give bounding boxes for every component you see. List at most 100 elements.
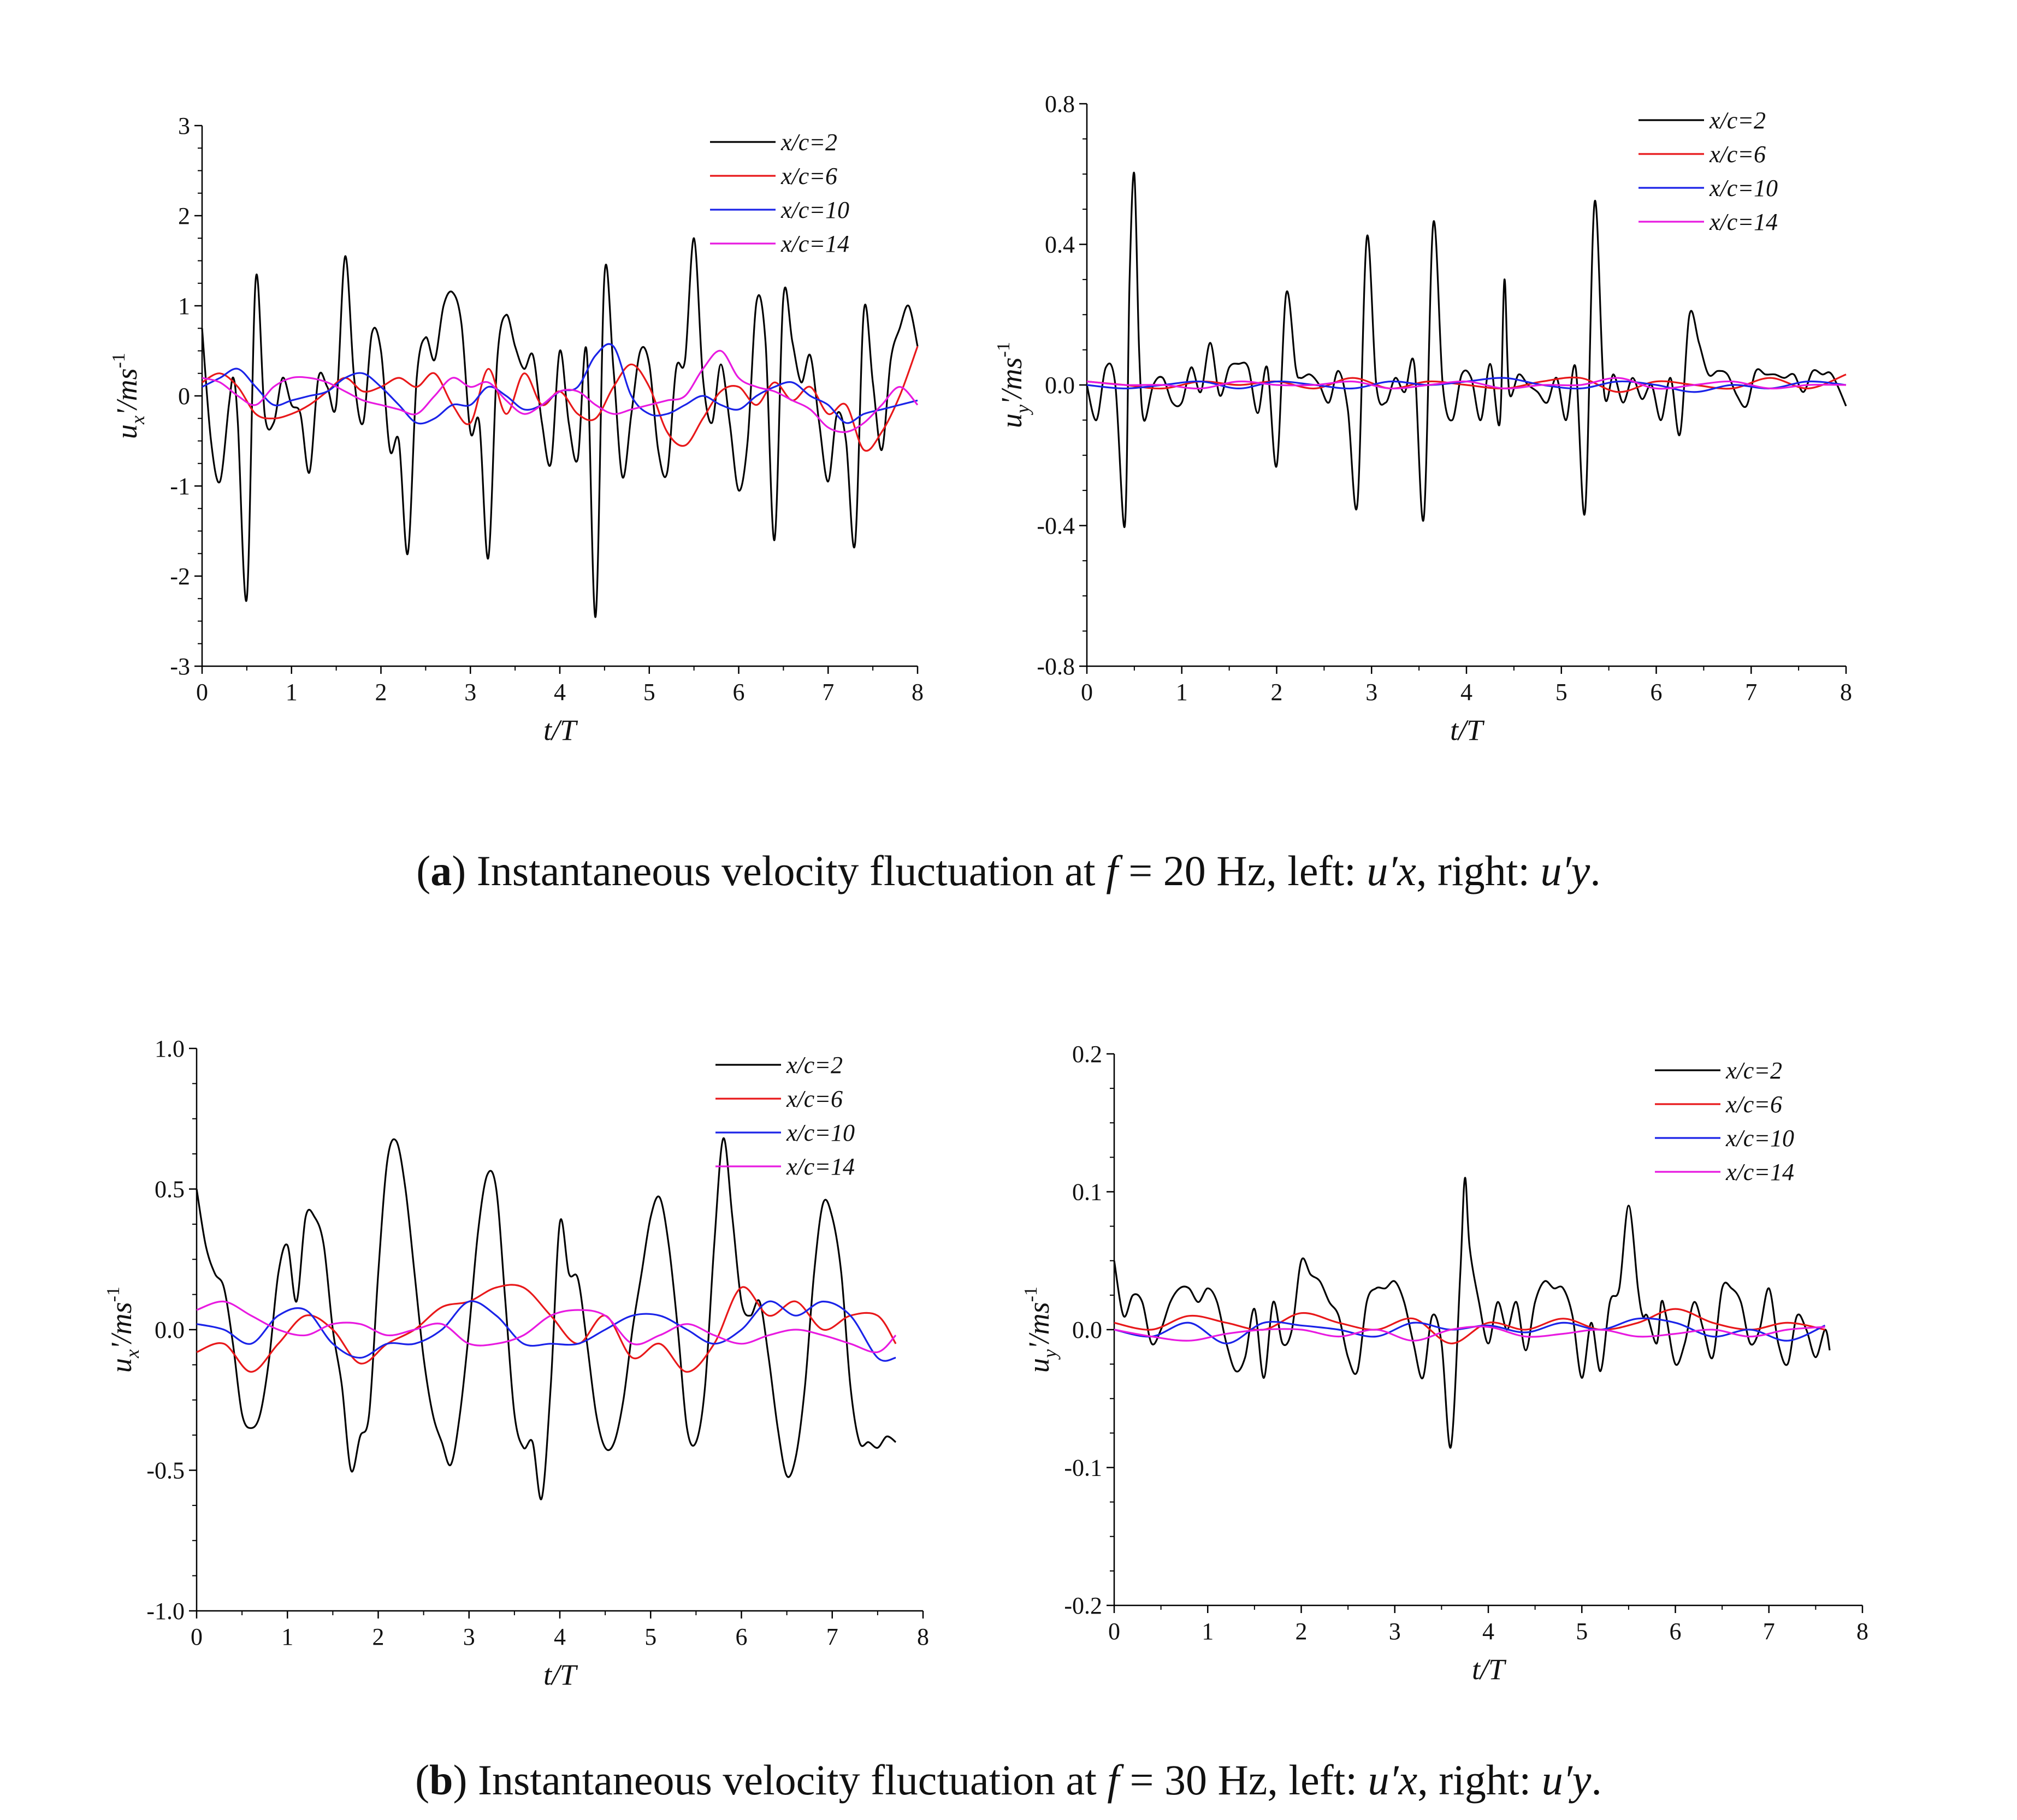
- x-tick-label: 4: [1460, 679, 1472, 706]
- y-tick-label: -1.0: [146, 1598, 185, 1625]
- x-axis-title: t/T: [543, 1658, 578, 1691]
- x-tick-label: 2: [1296, 1618, 1308, 1645]
- caption-b-between: , right:: [1417, 1756, 1542, 1804]
- legend-label: x/c=6: [786, 1086, 843, 1112]
- chart-a-right: -0.8 -0.4 0.0 0.4 0.8 0 1 2 3 4 5 6 7 8 t/T uy'/ms-1 x/c…: [993, 91, 1852, 746]
- legend-label: x/c=10: [1709, 175, 1778, 201]
- caption-b-text-2: = 30 Hz, left:: [1119, 1756, 1368, 1804]
- x-tick-label: 8: [1856, 1618, 1868, 1645]
- y-tick-label: -0.5: [146, 1457, 185, 1484]
- x-tick-label: 0: [1081, 679, 1093, 706]
- y-tick-label: -0.8: [1037, 653, 1075, 680]
- chart-a-left: -3 -2 -1 0 1 2 3 0 1 2 3 4 5 6 7 8 t/T ux'/ms-1 x/c=2 x/c=6…: [109, 112, 924, 746]
- caption-a-text-2: = 20 Hz, left:: [1117, 847, 1367, 894]
- y-tick-label: 0.0: [1045, 372, 1075, 399]
- legend-label: x/c=6: [1709, 141, 1766, 168]
- y-tick-label: 0.2: [1072, 1041, 1102, 1068]
- y-tick-label: 0.5: [155, 1176, 185, 1203]
- x-tick-label: 7: [826, 1623, 838, 1650]
- caption-a-text-1: Instantaneous velocity fluctuation at: [476, 847, 1107, 894]
- y-tick-label: 0.8: [1045, 91, 1075, 117]
- x-tick-label: 3: [1389, 1618, 1401, 1645]
- y-tick-label: -3: [170, 653, 190, 680]
- x-tick-label: 2: [375, 679, 387, 706]
- x-tick-label: 4: [554, 1623, 566, 1650]
- x-tick-label: 0: [1108, 1618, 1120, 1645]
- x-axis-title: t/T: [1450, 714, 1485, 746]
- caption-a-label: a: [430, 847, 452, 894]
- x-tick-label: 6: [1651, 679, 1663, 706]
- x-tick-label: 1: [281, 1623, 293, 1650]
- caption-b-ux: u′x: [1368, 1756, 1418, 1804]
- legend-label: x/c=2: [1709, 107, 1766, 134]
- caption-a-ux: u′x: [1367, 847, 1416, 894]
- x-tick-label: 7: [1763, 1618, 1775, 1645]
- y-tick-label: 2: [178, 203, 190, 229]
- y-tick-label: 0.0: [155, 1317, 185, 1343]
- x-tick-label: 7: [1745, 679, 1757, 706]
- x-tick-label: 4: [554, 679, 566, 706]
- x-tick-label: 5: [1576, 1618, 1588, 1645]
- y-tick-label: 0: [178, 383, 190, 410]
- x-tick-label: 3: [464, 679, 476, 706]
- y-axis-title: uy'/ms-1: [993, 342, 1033, 428]
- caption-a-end: .: [1590, 847, 1601, 894]
- series-line-x-c-6: [1114, 1308, 1825, 1344]
- y-tick-label: -1: [170, 473, 190, 500]
- x-tick-label: 5: [643, 679, 655, 706]
- series-line-x-c-2: [201, 237, 919, 618]
- caption-a: (a) Instantaneous velocity fluctuation a…: [416, 847, 1601, 894]
- x-axis-title: t/T: [1472, 1653, 1507, 1686]
- series-line-x-c-10: [196, 1300, 896, 1362]
- legend-label: x/c=10: [1725, 1125, 1794, 1152]
- x-tick-label: 8: [912, 679, 924, 706]
- series-line-x-c-14: [196, 1300, 897, 1354]
- legend-label: x/c=14: [1709, 209, 1778, 235]
- x-tick-label: 3: [1365, 679, 1377, 706]
- legend-label: x/c=14: [780, 230, 849, 257]
- y-tick-label: 3: [178, 112, 190, 139]
- legend-label: x/c=6: [780, 163, 837, 189]
- y-axis-title: ux'/ms-1: [103, 1287, 143, 1373]
- y-tick-label: -0.2: [1064, 1592, 1102, 1619]
- y-tick-label: 1: [178, 293, 190, 319]
- y-tick-label: 1.0: [155, 1035, 185, 1062]
- series-line-x-c-6: [196, 1284, 897, 1373]
- x-tick-label: 5: [644, 1623, 656, 1650]
- x-axis-title: t/T: [543, 714, 578, 746]
- y-tick-label: 0.0: [1072, 1317, 1102, 1343]
- x-tick-label: 4: [1482, 1618, 1494, 1645]
- caption-b-label: b: [429, 1756, 453, 1804]
- legend-label: x/c=2: [780, 129, 837, 156]
- y-axis-title: ux'/ms-1: [109, 353, 149, 439]
- x-tick-label: 0: [191, 1623, 203, 1650]
- x-tick-label: 1: [1202, 1618, 1214, 1645]
- x-tick-label: 5: [1555, 679, 1568, 706]
- y-tick-label: 0.1: [1072, 1179, 1102, 1206]
- chart-b-right: -0.2 -0.1 0.0 0.1 0.2 0 1 2 3 4 5 6 7 8 t/T uy'/ms-1 x/c…: [1021, 1041, 1868, 1686]
- x-tick-label: 3: [463, 1623, 475, 1650]
- series-line-x-c-2: [1086, 171, 1847, 529]
- y-tick-label: -2: [170, 563, 190, 590]
- legend-label: x/c=2: [1725, 1057, 1782, 1084]
- x-tick-label: 7: [822, 679, 834, 706]
- legend-label: x/c=14: [1725, 1159, 1794, 1185]
- series-line-x-c-2: [1113, 1177, 1831, 1449]
- x-tick-label: 0: [196, 679, 208, 706]
- x-tick-label: 1: [1176, 679, 1188, 706]
- legend-label: x/c=2: [786, 1052, 843, 1078]
- caption-b-f: f: [1107, 1756, 1119, 1804]
- caption-b-text-1: Instantaneous velocity fluctuation at: [477, 1756, 1108, 1804]
- caption-a-between: , right:: [1416, 847, 1541, 894]
- chart-b-left: -1.0 -0.5 0.0 0.5 1.0 0 1 2 3 4 5 6 7 8 t/T ux'/ms-1 x/c…: [103, 1035, 929, 1691]
- caption-b: (b) Instantaneous velocity fluctuation a…: [415, 1756, 1602, 1804]
- series-line-x-c-6: [1086, 374, 1847, 393]
- legend-label: x/c=10: [780, 197, 849, 223]
- caption-b-end: .: [1591, 1756, 1602, 1804]
- series-line-x-c-6: [202, 346, 919, 452]
- legend-label: x/c=14: [786, 1153, 855, 1180]
- series-line-x-c-14: [1114, 1325, 1825, 1342]
- y-tick-label: -0.1: [1064, 1455, 1102, 1481]
- x-tick-label: 6: [733, 679, 745, 706]
- series-line-x-c-2: [196, 1137, 897, 1501]
